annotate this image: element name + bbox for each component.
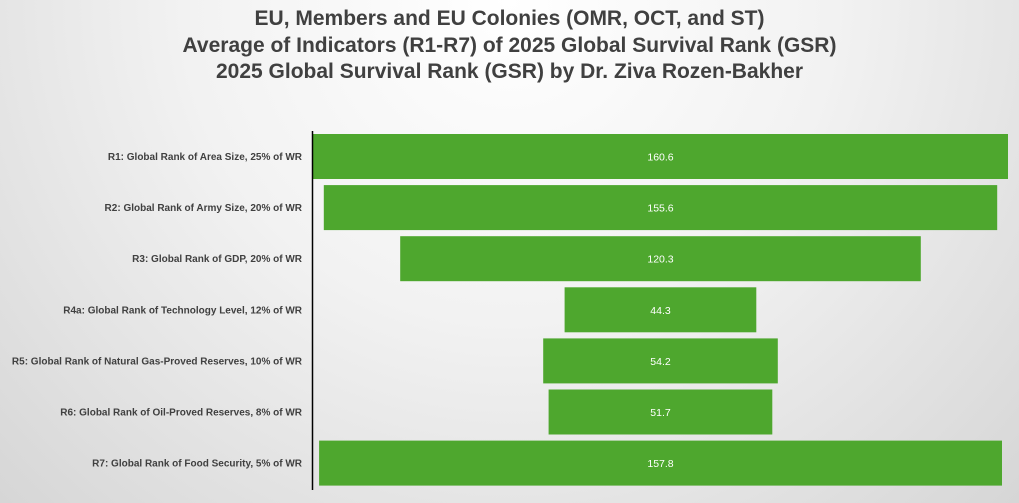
bar-value-label-3: 120.3 <box>647 254 673 266</box>
bar-4 <box>564 287 757 333</box>
bar-6 <box>548 389 773 435</box>
bar-value-label-4: 44.3 <box>650 305 671 317</box>
bar-value-label-2: 155.6 <box>647 203 673 215</box>
bar-value-label-6: 51.7 <box>650 407 671 419</box>
chart-title-line-2: Average of Indicators (R1-R7) of 2025 Gl… <box>182 33 837 57</box>
category-label-6: R6: Global Rank of Oil-Proved Reserves, … <box>60 408 303 419</box>
chart-title-line-1: EU, Members and EU Colonies (OMR, OCT, a… <box>254 7 765 30</box>
bar-1 <box>313 134 1008 179</box>
category-label-2: R2: Global Rank of Army Size, 20% of WR <box>105 203 303 214</box>
bar-value-label-1: 160.6 <box>647 152 673 164</box>
bar-value-label-5: 54.2 <box>650 356 671 368</box>
bars-layer: 160.6 155.6 120.3 44.3 54.2 51.7 157.8 <box>313 134 1008 486</box>
bar-7 <box>319 440 1003 486</box>
category-label-1: R1: Global Rank of Area Size, 25% of WR <box>108 152 303 163</box>
bar-5 <box>543 338 778 384</box>
category-label-3: R3: Global Rank of GDP, 20% of WR <box>132 254 303 265</box>
bar-2 <box>323 185 998 231</box>
category-label-5: R5: Global Rank of Natural Gas-Proved Re… <box>12 356 303 367</box>
category-label-7: R7: Global Rank of Food Security, 5% of … <box>92 459 303 470</box>
category-label-4: R4a: Global Rank of Technology Level, 12… <box>63 305 303 316</box>
category-labels-layer: R1: Global Rank of Area Size, 25% of WR R… <box>12 152 303 470</box>
chart-title: EU, Members and EU Colonies (OMR, OCT, a… <box>0 6 1019 86</box>
bar-value-label-7: 157.8 <box>647 458 673 470</box>
chart-title-line-3: 2025 Global Survival Rank (GSR) by Dr. Z… <box>215 60 804 83</box>
bar-3 <box>400 236 921 282</box>
